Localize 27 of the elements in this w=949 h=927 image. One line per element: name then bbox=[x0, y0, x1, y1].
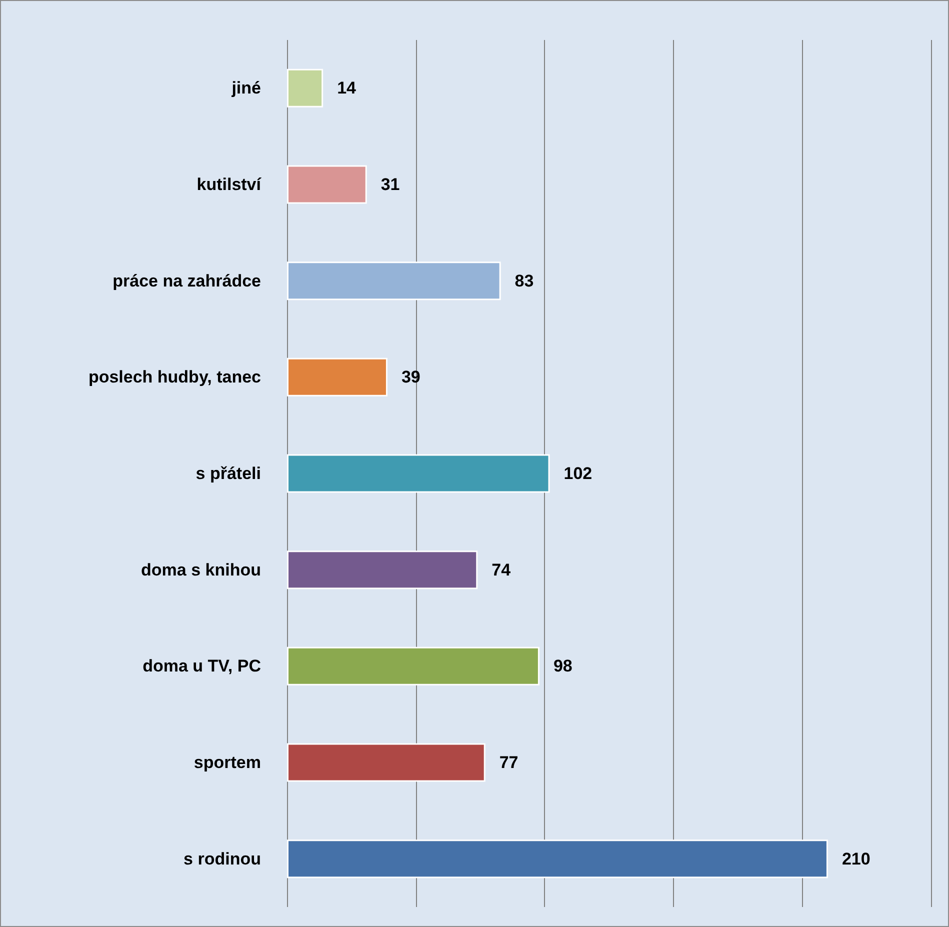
bar bbox=[287, 358, 388, 396]
y-tick-label: sportem bbox=[194, 753, 261, 772]
data-label: 31 bbox=[380, 175, 400, 194]
bar bbox=[287, 68, 324, 108]
y-tick-label: s rodinou bbox=[184, 849, 261, 868]
data-label: 102 bbox=[564, 464, 592, 483]
y-tick-label: poslech hudby, tanec bbox=[88, 368, 261, 387]
data-label: 98 bbox=[553, 656, 572, 676]
data-label: 39 bbox=[401, 368, 420, 387]
bar bbox=[287, 262, 501, 300]
bar bbox=[287, 646, 540, 686]
y-tick-label: doma s knihou bbox=[141, 560, 261, 580]
bar bbox=[287, 165, 367, 204]
bar bbox=[287, 550, 478, 590]
data-label: 83 bbox=[514, 271, 534, 290]
data-label: 74 bbox=[492, 560, 512, 580]
data-label: 77 bbox=[499, 753, 518, 772]
y-tick-label: doma u TV, PC bbox=[142, 656, 261, 676]
bar bbox=[287, 840, 828, 878]
y-tick-label: jiné bbox=[230, 78, 261, 98]
data-label: 210 bbox=[842, 849, 870, 868]
y-tick-label: kutilství bbox=[196, 175, 262, 194]
data-label: 14 bbox=[337, 78, 357, 98]
y-tick-label: práce na zahrádce bbox=[112, 271, 261, 290]
bar bbox=[287, 454, 550, 493]
bar bbox=[287, 743, 486, 782]
y-tick-label: s přáteli bbox=[196, 464, 261, 483]
